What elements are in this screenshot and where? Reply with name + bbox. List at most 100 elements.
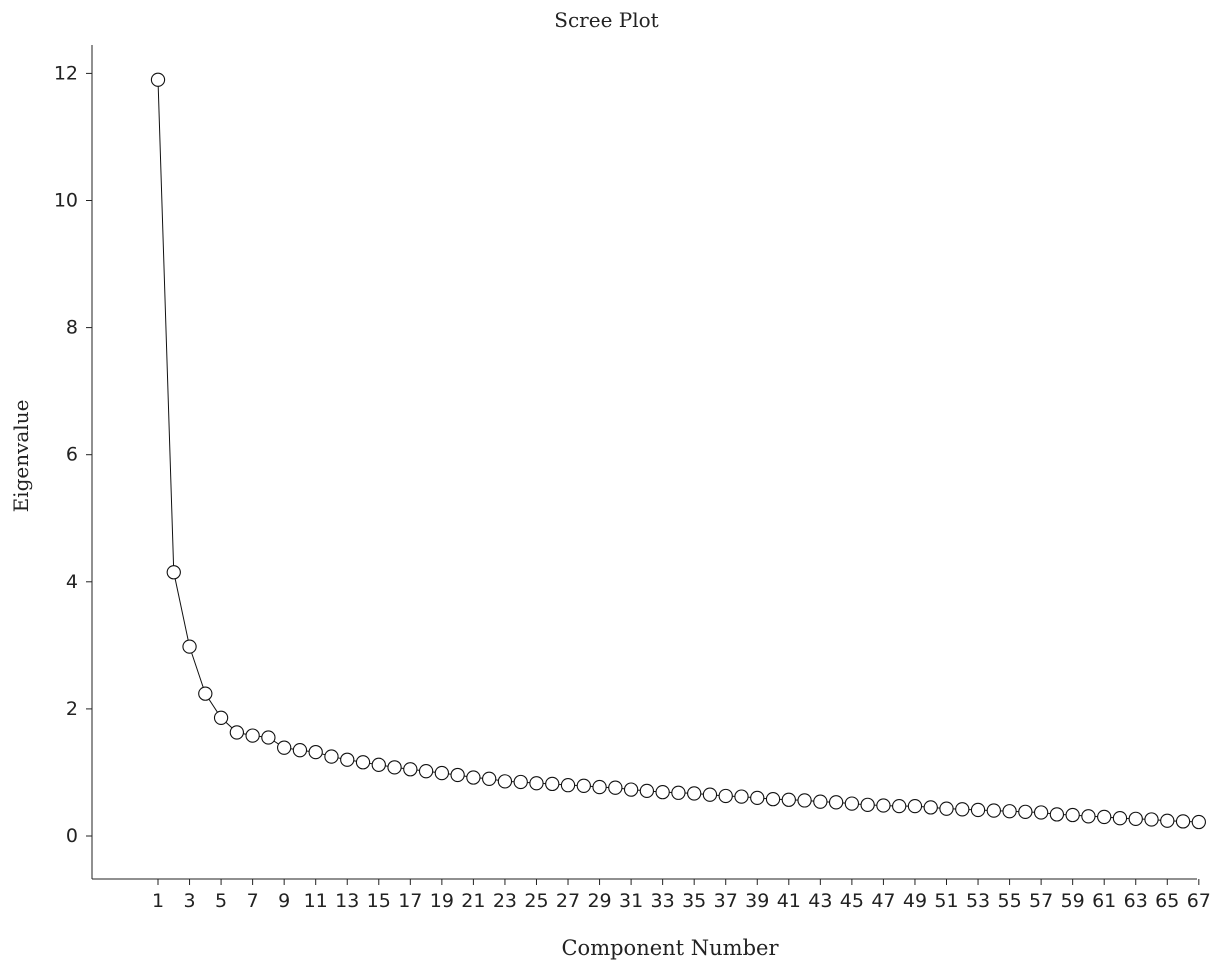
data-point <box>1049 807 1065 822</box>
x-tick-label: 15 <box>367 890 391 912</box>
data-point <box>166 565 181 580</box>
data-point <box>513 774 528 790</box>
x-axis-ticks: 1 3 5 7 9 11 13 15 17 19 21 23 25 27 29 31 33 35 37 39 41 43 4… <box>152 879 1211 912</box>
data-point <box>1112 811 1128 826</box>
x-tick-label: 37 <box>714 890 738 912</box>
data-point <box>608 780 623 795</box>
y-tick-label: 0 <box>66 825 78 847</box>
data-point <box>545 776 560 792</box>
y-tick-label: 6 <box>66 444 78 466</box>
y-tick-label: 2 <box>66 698 78 720</box>
data-point <box>702 787 718 802</box>
data-point <box>245 728 260 743</box>
data-point <box>403 762 418 777</box>
x-tick-label: 67 <box>1187 890 1211 912</box>
data-point <box>1128 811 1143 826</box>
data-point <box>466 770 481 785</box>
data-point <box>813 794 828 809</box>
x-tick-label: 47 <box>871 890 895 912</box>
x-tick-label: 33 <box>651 890 675 912</box>
x-tick-label: 19 <box>430 890 454 912</box>
series-line <box>157 79 1199 823</box>
data-point <box>261 730 276 745</box>
data-point <box>671 785 686 800</box>
x-tick-label: 65 <box>1155 890 1179 912</box>
x-tick-label: 55 <box>997 890 1021 912</box>
data-point <box>482 771 497 786</box>
data-point <box>1081 809 1096 824</box>
data-point <box>150 72 166 87</box>
data-point <box>970 802 986 818</box>
y-tick-label: 10 <box>54 190 78 212</box>
data-point <box>576 778 591 793</box>
data-point <box>1175 814 1191 829</box>
x-tick-label: 59 <box>1061 890 1085 912</box>
x-tick-label: 11 <box>304 890 328 912</box>
data-point <box>986 803 1001 818</box>
data-point <box>529 776 544 791</box>
data-points <box>150 72 1206 830</box>
data-point <box>939 801 954 816</box>
data-point <box>1002 804 1017 819</box>
data-point <box>1191 814 1206 830</box>
chart-title: Scree Plot <box>554 8 659 32</box>
y-tick-label: 12 <box>54 62 78 84</box>
data-point <box>355 755 371 770</box>
y-tick-label: 8 <box>66 317 78 339</box>
data-point <box>450 767 465 783</box>
x-tick-label: 25 <box>524 890 548 912</box>
x-tick-label: 7 <box>247 890 259 912</box>
data-point <box>1018 804 1033 820</box>
x-tick-label: 27 <box>556 890 580 912</box>
x-tick-label: 45 <box>840 890 864 912</box>
axes <box>91 45 1197 880</box>
x-tick-label: 1 <box>152 890 164 912</box>
data-point <box>1065 807 1080 823</box>
x-tick-label: 5 <box>215 890 227 912</box>
data-point <box>340 752 355 767</box>
data-point <box>387 760 402 775</box>
data-point <box>1097 809 1112 825</box>
data-point <box>497 774 513 789</box>
data-point <box>308 744 323 760</box>
x-tick-label: 43 <box>808 890 832 912</box>
x-tick-label: 41 <box>777 890 801 912</box>
x-tick-label: 49 <box>903 890 927 912</box>
data-point <box>198 686 213 701</box>
data-point <box>277 740 292 755</box>
x-tick-label: 9 <box>278 890 290 912</box>
data-point <box>750 790 765 806</box>
data-point <box>229 725 244 740</box>
data-point <box>718 788 733 804</box>
data-point <box>765 791 781 807</box>
x-tick-label: 51 <box>934 890 958 912</box>
data-point <box>324 749 339 764</box>
data-point <box>623 782 639 797</box>
x-tick-label: 23 <box>493 890 517 912</box>
data-point <box>292 743 308 758</box>
data-point <box>418 764 434 779</box>
data-point <box>1033 805 1049 820</box>
data-point <box>923 800 938 815</box>
data-point <box>955 802 970 817</box>
y-axis-ticks: 0 2 4 6 8 10 12 <box>54 62 92 847</box>
x-tick-label: 17 <box>398 890 422 912</box>
data-point <box>892 798 907 814</box>
x-tick-label: 57 <box>1029 890 1053 912</box>
data-point <box>434 765 450 781</box>
data-point <box>592 779 607 795</box>
data-point <box>876 798 891 813</box>
x-tick-label: 53 <box>966 890 990 912</box>
data-point <box>1160 813 1175 828</box>
y-tick-label: 4 <box>66 571 78 593</box>
x-tick-label: 39 <box>745 890 769 912</box>
data-point <box>639 783 655 799</box>
x-tick-label: 3 <box>183 890 195 912</box>
data-point <box>907 798 923 814</box>
x-axis-label: Component Number <box>561 936 779 960</box>
data-point <box>844 796 860 811</box>
data-point <box>182 639 197 654</box>
x-tick-label: 29 <box>587 890 611 912</box>
data-point <box>860 797 875 813</box>
